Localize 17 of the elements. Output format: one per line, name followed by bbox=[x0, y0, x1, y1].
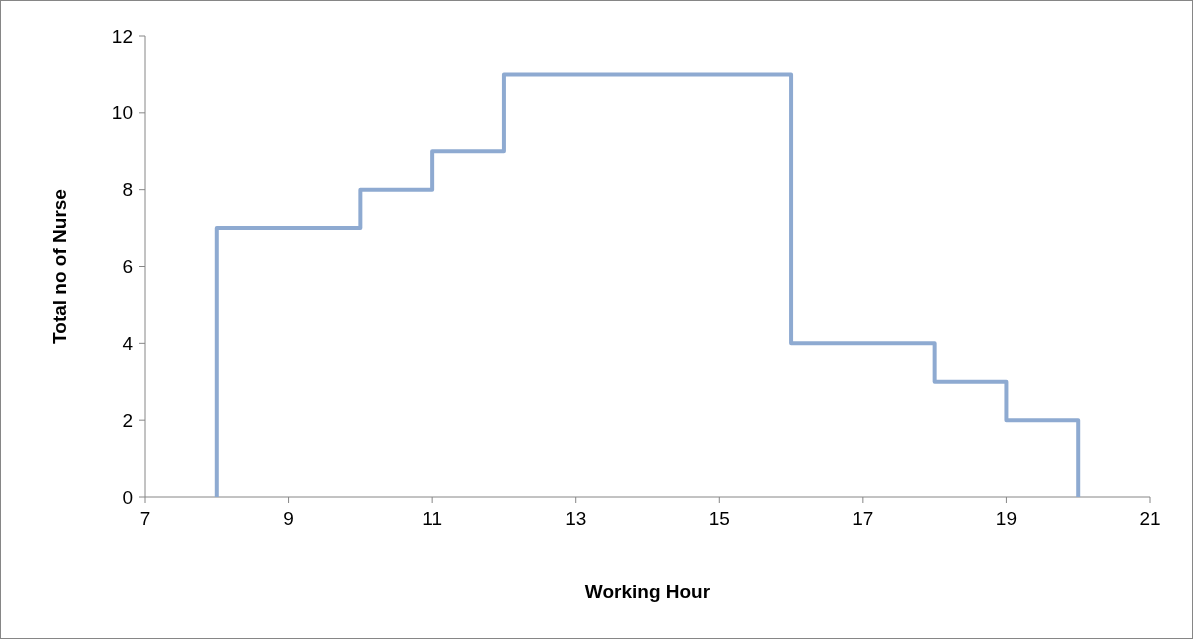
x-tick-label: 9 bbox=[283, 508, 294, 529]
x-tick-label: 15 bbox=[708, 508, 730, 529]
x-tick-label: 21 bbox=[1139, 508, 1161, 529]
x-tick-label: 7 bbox=[139, 508, 151, 529]
y-tick-label: 8 bbox=[122, 179, 133, 201]
x-tick-label: 13 bbox=[565, 508, 587, 529]
x-tick-label: 11 bbox=[422, 508, 443, 529]
y-axis-title: Total no of Nurse bbox=[49, 189, 70, 344]
y-tick-label: 10 bbox=[111, 102, 133, 124]
y-tick-label: 0 bbox=[122, 486, 133, 508]
y-tick-label: 4 bbox=[122, 332, 134, 354]
y-tick-label: 6 bbox=[122, 256, 133, 278]
x-axis-title: Working Hour bbox=[584, 581, 711, 602]
y-tick-label: 12 bbox=[111, 25, 133, 47]
x-tick-label: 19 bbox=[995, 508, 1017, 529]
y-tick-label: 2 bbox=[122, 409, 133, 431]
x-tick-label: 17 bbox=[852, 508, 874, 529]
